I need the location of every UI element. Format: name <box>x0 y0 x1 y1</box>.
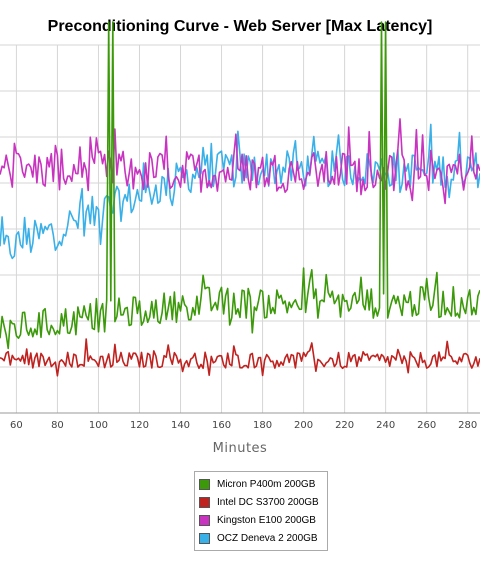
x-tick-label: 200 <box>294 420 313 431</box>
legend-item: Intel DC S3700 200GB <box>199 493 323 511</box>
x-tick-label: 280 <box>458 420 477 431</box>
grid-lines <box>0 44 480 414</box>
legend-swatch <box>199 532 210 544</box>
legend-swatch <box>199 496 210 508</box>
series-line <box>0 21 480 350</box>
x-tick-label: 180 <box>253 420 272 431</box>
chart-title: Preconditioning Curve - Web Server [Max … <box>47 18 433 35</box>
series-layer <box>0 21 480 377</box>
x-tick-label: 260 <box>417 420 436 431</box>
x-axis-label: Minutes <box>212 441 268 456</box>
legend-label: Intel DC S3700 200GB <box>217 496 319 508</box>
legend-label: Kingston E100 200GB <box>217 514 316 526</box>
x-tick-label: 100 <box>89 420 108 431</box>
line-chart: 60 80 100 120 140 160 180 200 220 240 260 280 <box>0 21 480 431</box>
legend-swatch <box>199 478 210 490</box>
x-tick-label: 240 <box>376 420 395 431</box>
legend-item: Micron P400m 200GB <box>199 475 323 493</box>
legend-label: Micron P400m 200GB <box>217 478 316 490</box>
legend: Micron P400m 200GB Intel DC S3700 200GB … <box>194 471 328 551</box>
x-tick-label: 160 <box>212 420 231 431</box>
x-tick-labels: 60 80 100 120 140 160 180 200 220 240 260 280 <box>10 420 477 431</box>
legend-label: OCZ Deneva 2 200GB <box>217 532 318 544</box>
x-tick-label: 60 <box>10 420 23 431</box>
legend-swatch <box>199 514 210 526</box>
series-line <box>0 118 480 205</box>
x-tick-label: 220 <box>335 420 354 431</box>
series-line <box>0 123 480 260</box>
series-line <box>0 338 480 377</box>
legend-item: OCZ Deneva 2 200GB <box>199 529 323 547</box>
x-tick-label: 80 <box>51 420 64 431</box>
x-tick-label: 120 <box>130 420 149 431</box>
x-tick-label: 140 <box>171 420 190 431</box>
legend-item: Kingston E100 200GB <box>199 511 323 529</box>
